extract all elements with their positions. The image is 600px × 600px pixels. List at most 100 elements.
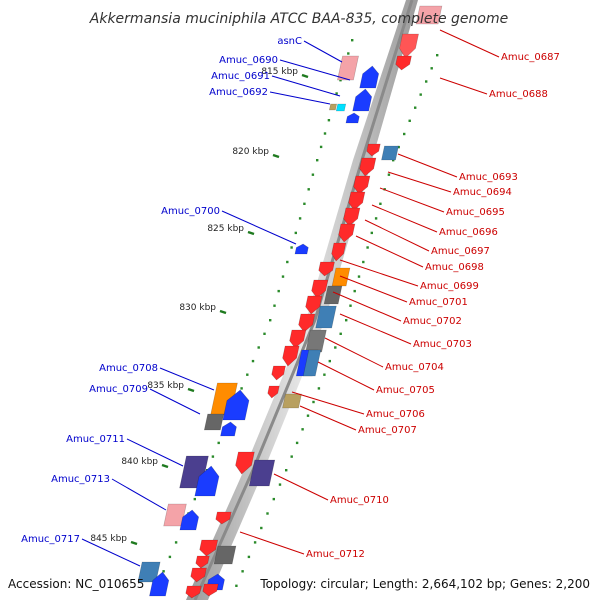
gene-label-left: Amuc_0700 — [161, 206, 220, 217]
leader-line — [81, 538, 141, 567]
gene-feature — [305, 329, 327, 353]
gene-label-left: Amuc_0711 — [66, 434, 125, 445]
orf-dot — [357, 275, 361, 278]
tick-mark — [247, 230, 255, 236]
orf-dot — [349, 304, 352, 307]
tick-label: 830 kbp — [179, 303, 216, 313]
gene-feature — [337, 55, 359, 81]
gene-label-right: Amuc_0693 — [459, 172, 518, 183]
tick-mark — [301, 73, 309, 79]
tick-label: 840 kbp — [121, 457, 158, 467]
tick-label: 835 kbp — [147, 381, 184, 391]
orf-dot — [414, 106, 417, 109]
gene-label-left: Amuc_0713 — [51, 474, 110, 485]
leader-line — [269, 91, 331, 105]
orf-dot — [339, 332, 342, 335]
gene-feature — [220, 421, 237, 437]
leader-line — [279, 59, 351, 81]
tick-label: 825 kbp — [207, 224, 244, 234]
orf-dot — [307, 188, 310, 191]
orf-dot — [334, 346, 337, 349]
orf-dot — [253, 541, 257, 544]
orf-dot — [425, 80, 428, 83]
leader-line — [339, 275, 408, 303]
gene-feature — [215, 511, 232, 525]
orf-dot — [339, 79, 342, 82]
gene-feature — [294, 243, 309, 255]
orf-dot — [316, 159, 319, 162]
gene-label-right: Amuc_0697 — [431, 246, 490, 257]
gene-label-right: Amuc_0712 — [306, 549, 365, 560]
gene-feature — [302, 349, 322, 377]
gene-label-left: Amuc_0692 — [209, 87, 268, 98]
gene-label-left: Amuc_0709 — [89, 384, 148, 395]
gene-label-right: Amuc_0704 — [385, 362, 444, 373]
gene-feature — [348, 191, 366, 211]
orf-dot — [323, 373, 326, 376]
gene-label-right: Amuc_0707 — [358, 425, 417, 436]
gene-feature — [202, 583, 219, 597]
orf-dot — [247, 555, 251, 559]
leader-line — [364, 219, 430, 252]
leader-line — [439, 77, 488, 95]
orf-dot — [408, 119, 411, 122]
orf-dot — [430, 67, 433, 70]
accession-text: Accession: NC_010655 — [8, 577, 144, 591]
gene-feature — [352, 88, 373, 112]
orf-dot — [317, 387, 321, 390]
leader-line — [299, 405, 357, 431]
orf-dot — [246, 373, 249, 376]
gene-feature — [359, 65, 380, 89]
gene-feature — [343, 207, 361, 227]
leader-line — [149, 388, 201, 415]
gene-feature — [282, 393, 302, 409]
gene-label-left: Amuc_0691 — [211, 71, 270, 82]
orf-dot — [290, 246, 293, 249]
orf-dot — [419, 93, 422, 96]
leader-line — [371, 204, 438, 233]
orf-dot — [281, 275, 285, 278]
gene-feature — [345, 112, 360, 124]
orf-dot — [353, 289, 356, 293]
gene-label-right: Amuc_0702 — [403, 316, 462, 327]
orf-dot — [263, 332, 266, 335]
gene-labels: asnC Amuc_0690 Amuc_0691 Amuc_0692 Amuc_0700… — [21, 36, 560, 560]
gene-feature — [329, 103, 338, 111]
leader-line — [273, 473, 329, 501]
gene-label-right: Amuc_0699 — [420, 281, 479, 292]
gene-feature — [338, 223, 356, 243]
gene-label-right: Amuc_0703 — [413, 339, 472, 350]
leader-line — [317, 361, 375, 391]
orf-dot — [294, 231, 297, 235]
gene-label-right: Amuc_0706 — [366, 409, 425, 420]
gene-label-right: Amuc_0687 — [501, 52, 560, 63]
orf-dot-tracks — [156, 39, 439, 587]
gene-feature — [331, 267, 351, 287]
leader-line — [339, 313, 412, 345]
backbone-band — [186, 0, 418, 600]
tick-label: 845 kbp — [90, 534, 127, 544]
orf-dot — [379, 202, 382, 205]
orf-dot — [251, 359, 255, 363]
tick-mark — [272, 153, 280, 159]
orf-dot — [295, 441, 299, 445]
gene-feature — [318, 261, 335, 277]
leader-line — [379, 187, 445, 213]
orf-dot — [211, 455, 215, 458]
tick-label: 815 kbp — [261, 67, 298, 77]
orf-dot — [312, 400, 315, 404]
orf-dot — [162, 570, 165, 573]
gene-label-left: Amuc_0690 — [219, 55, 278, 66]
gene-feature — [298, 313, 316, 333]
leader-line — [439, 29, 500, 58]
orf-dot — [392, 159, 395, 162]
leader-line — [239, 531, 305, 555]
gene-feature — [331, 242, 347, 262]
gene-label-right: Amuc_0710 — [330, 495, 389, 506]
leader-line — [126, 438, 184, 467]
gene-feature — [235, 451, 255, 475]
orf-dot — [319, 145, 323, 149]
tick-mark — [219, 309, 227, 315]
gene-feature — [289, 329, 307, 349]
